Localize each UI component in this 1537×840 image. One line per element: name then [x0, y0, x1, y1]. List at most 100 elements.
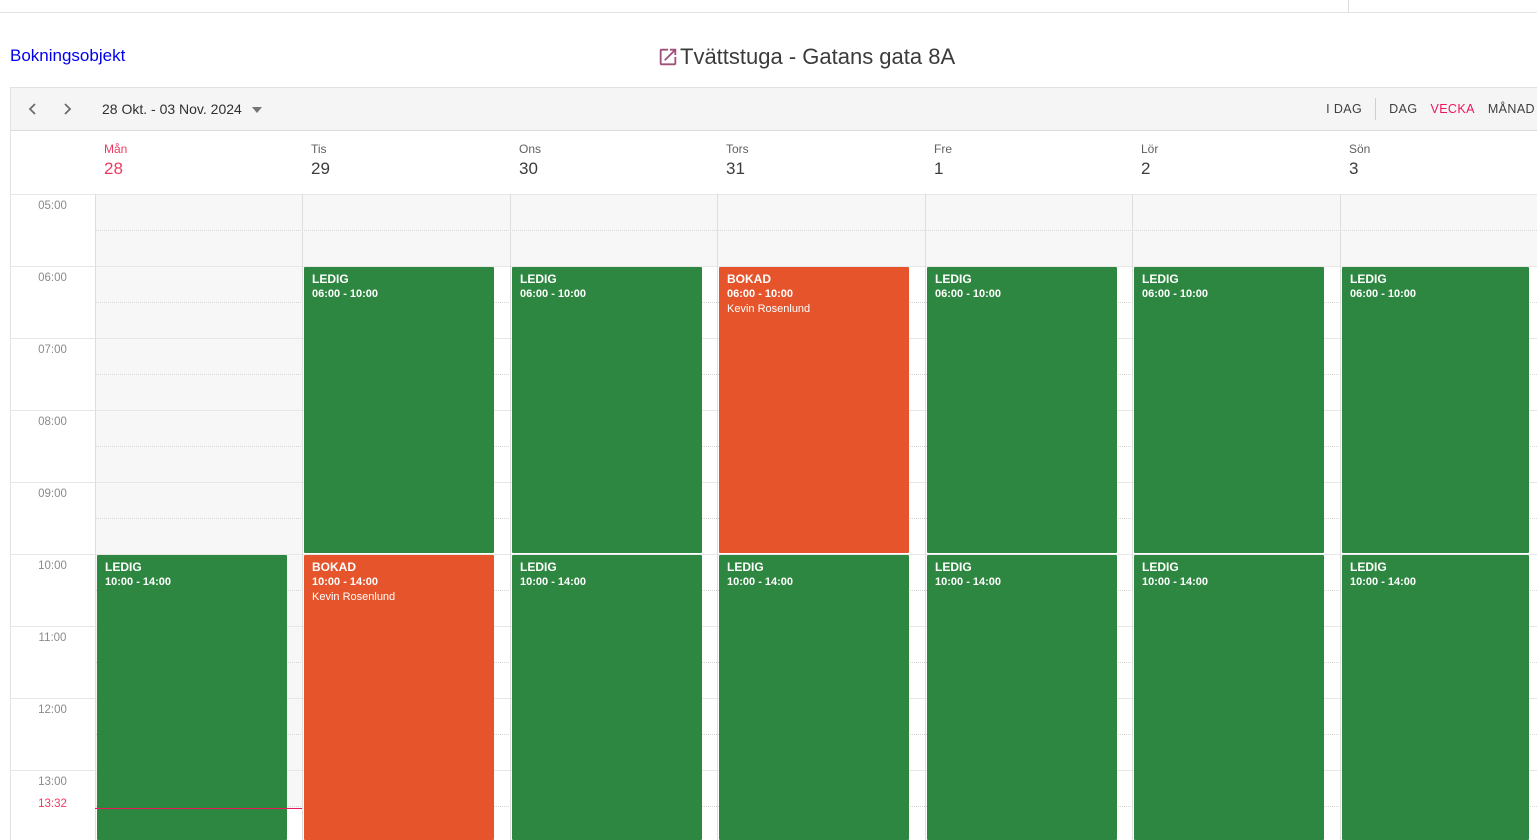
top-bar — [0, 0, 1537, 13]
day-name-label: Lör — [1141, 142, 1159, 156]
day-number-label: 2 — [1141, 159, 1151, 178]
date-range-label: 28 Okt. - 03 Nov. 2024 — [102, 101, 242, 117]
column-border — [95, 131, 96, 840]
event-ledig[interactable]: LEDIG 10:00 - 14:00 — [512, 555, 702, 840]
event-time-label: 10:00 - 14:00 — [727, 576, 794, 588]
current-time-line — [95, 808, 302, 809]
event-time-label: 06:00 - 10:00 — [935, 288, 1002, 300]
day-number-label: 28 — [104, 159, 123, 178]
event-status-label: LEDIG — [1142, 272, 1179, 286]
day-number-label: 1 — [934, 159, 944, 178]
event-status-label: BOKAD — [727, 272, 771, 286]
event-time-label: 06:00 - 10:00 — [520, 288, 587, 300]
event-bokad[interactable]: BOKAD 06:00 - 10:00 Kevin Rosenlund — [719, 267, 909, 553]
event-time-label: 10:00 - 14:00 — [105, 576, 172, 588]
event-ledig[interactable]: LEDIG 10:00 - 14:00 — [719, 555, 909, 840]
current-time-label: 13:32 — [38, 798, 67, 810]
time-label: 09:00 — [38, 488, 67, 500]
day-name-label: Sön — [1349, 142, 1371, 156]
day-header-tis: Tis 29 — [302, 131, 510, 194]
day-name-label: Tors — [726, 142, 749, 156]
day-header-sön: Sön 3 — [1340, 131, 1537, 194]
day-header-mån: Mån 28 — [95, 131, 302, 194]
event-status-label: LEDIG — [1350, 272, 1387, 286]
day-number-label: 3 — [1349, 159, 1359, 178]
day-number-label: 29 — [311, 159, 330, 178]
half-hour-gridline — [95, 230, 1537, 231]
time-label: 05:00 — [38, 200, 67, 212]
event-status-label: LEDIG — [312, 272, 349, 286]
chevron-down-icon — [251, 107, 262, 113]
day-header-ons: Ons 30 — [510, 131, 717, 194]
event-time-label: 06:00 - 10:00 — [1142, 288, 1209, 300]
event-status-label: LEDIG — [520, 560, 557, 574]
event-status-label: LEDIG — [1350, 560, 1387, 574]
time-label: 13:00 — [38, 776, 67, 788]
day-name-label: Fre — [934, 142, 952, 156]
day-name-label: Mån — [104, 142, 128, 156]
column-border — [302, 131, 303, 840]
column-border — [1132, 131, 1133, 840]
time-label: 06:00 — [38, 272, 67, 284]
event-ledig[interactable]: LEDIG 06:00 - 10:00 — [1134, 267, 1324, 553]
calendar-left-border — [10, 87, 11, 840]
event-status-label: LEDIG — [1142, 560, 1179, 574]
event-time-label: 10:00 - 14:00 — [935, 576, 1002, 588]
event-time-label: 10:00 - 14:00 — [312, 576, 379, 588]
event-time-label: 10:00 - 14:00 — [1142, 576, 1209, 588]
next-week-button[interactable] — [54, 96, 80, 122]
page-title: Tvättstuga - Gatans gata 8A — [680, 44, 956, 69]
event-time-label: 06:00 - 10:00 — [1350, 288, 1417, 300]
event-time-label: 10:00 - 14:00 — [1350, 576, 1417, 588]
day-header-fre: Fre 1 — [925, 131, 1132, 194]
column-border — [925, 131, 926, 840]
open-in-new-icon[interactable] — [657, 46, 679, 68]
view-button-month[interactable]: MÅNAD — [1487, 102, 1535, 116]
event-status-label: LEDIG — [935, 272, 972, 286]
event-time-label: 06:00 - 10:00 — [312, 288, 379, 300]
time-label: 12:00 — [38, 704, 67, 716]
time-label: 10:00 — [38, 560, 67, 572]
column-border — [510, 131, 511, 840]
view-button-today[interactable]: I DAG — [1326, 102, 1363, 116]
time-label: 08:00 — [38, 416, 67, 428]
event-status-label: LEDIG — [105, 560, 142, 574]
view-button-day[interactable]: DAG — [1389, 102, 1418, 116]
calendar-toolbar: 28 Okt. - 03 Nov. 2024 I DAG DAG VECKA MÅNA… — [10, 87, 1537, 131]
event-booker-name: Kevin Rosenlund — [312, 591, 396, 603]
hour-gridline — [10, 194, 1537, 195]
prev-week-button[interactable] — [20, 96, 46, 122]
top-bar-divider — [1348, 0, 1349, 13]
view-separator — [1375, 98, 1377, 120]
day-header-tors: Tors 31 — [717, 131, 925, 194]
event-booker-name: Kevin Rosenlund — [727, 303, 811, 315]
event-ledig[interactable]: LEDIG 10:00 - 14:00 — [927, 555, 1117, 840]
event-ledig[interactable]: LEDIG 06:00 - 10:00 — [304, 267, 494, 553]
event-status-label: LEDIG — [520, 272, 557, 286]
event-status-label: BOKAD — [312, 560, 356, 574]
event-ledig[interactable]: LEDIG 06:00 - 10:00 — [512, 267, 702, 553]
event-ledig[interactable]: LEDIG 10:00 - 14:00 — [1342, 555, 1529, 840]
day-name-label: Ons — [519, 142, 542, 156]
time-label: 07:00 — [38, 344, 67, 356]
event-ledig[interactable]: LEDIG 10:00 - 14:00 — [97, 555, 287, 840]
event-ledig[interactable]: LEDIG 06:00 - 10:00 — [1342, 267, 1529, 553]
day-number-label: 30 — [519, 159, 538, 178]
event-ledig[interactable]: LEDIG 06:00 - 10:00 — [927, 267, 1117, 553]
event-time-label: 06:00 - 10:00 — [727, 288, 794, 300]
page-title-row: Tvättstuga - Gatans gata 8A — [657, 42, 955, 72]
event-bokad[interactable]: BOKAD 10:00 - 14:00 Kevin Rosenlund — [304, 555, 494, 840]
day-number-label: 31 — [726, 159, 745, 178]
hour-gridline — [10, 266, 1537, 267]
view-switcher: I DAG DAG VECKA MÅNAD — [1326, 98, 1537, 120]
day-header-lör: Lör 2 — [1132, 131, 1340, 194]
view-button-week[interactable]: VECKA — [1430, 102, 1475, 116]
time-label: 11:00 — [38, 632, 67, 644]
bokningsobjekt-link[interactable]: Bokningsobjekt — [10, 46, 126, 65]
day-name-label: Tis — [311, 142, 327, 156]
date-range-picker[interactable]: 28 Okt. - 03 Nov. 2024 — [102, 101, 262, 117]
hour-gridline — [10, 554, 1537, 555]
event-ledig[interactable]: LEDIG 10:00 - 14:00 — [1134, 555, 1324, 840]
column-border — [717, 131, 718, 840]
